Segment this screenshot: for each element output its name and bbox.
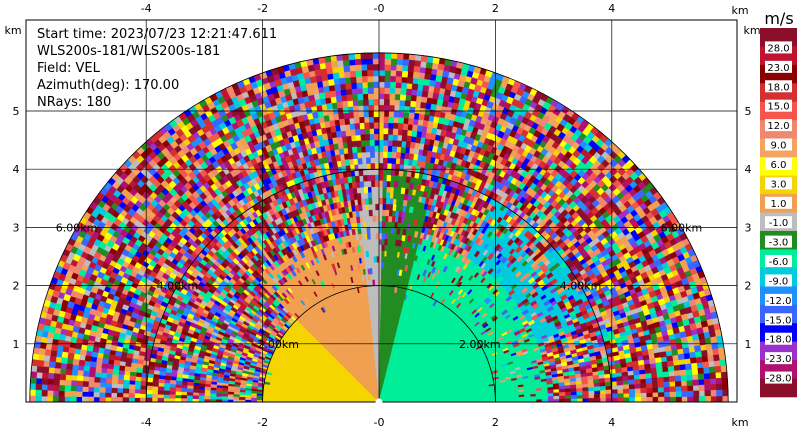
gate-layer-18 <box>33 52 723 399</box>
colorbar-label: -12.0 <box>766 296 792 307</box>
colorbar-label-bg <box>765 371 792 384</box>
x-tick-label-top: 4 <box>608 2 615 15</box>
y-tick-label-left: 4 <box>13 163 20 176</box>
colorbar-label-bg <box>765 274 792 287</box>
colorbar-label-bg <box>765 196 792 209</box>
range-ring-label: 4.00km <box>560 280 602 293</box>
colorbar-label-bg <box>765 313 792 326</box>
y-unit-right: km <box>743 24 760 37</box>
info-text: Start time: 2023/07/23 12:21:47.611 WLS2… <box>37 27 277 110</box>
colorbar-label-bg <box>765 216 792 229</box>
y-unit-left: km <box>4 24 21 37</box>
x-tick-label-top: -0 <box>374 2 385 15</box>
range-ring-label: 6.00km <box>56 221 98 234</box>
colorbar-label: -15.0 <box>766 315 792 326</box>
x-unit-top: km <box>731 4 748 17</box>
colorbar-label-bg <box>765 41 792 54</box>
nrays-value: NRays: 180 <box>37 95 111 110</box>
colorbar-label-bg <box>765 119 792 132</box>
range-ring-label: 2.00km <box>257 338 299 351</box>
colorbar-label: 28.0 <box>767 43 789 54</box>
colorbar-label-bg <box>765 235 792 248</box>
colorbar-label: -18.0 <box>766 335 792 346</box>
colorbar-label: 12.0 <box>767 121 789 132</box>
colorbar-label-bg <box>765 177 792 190</box>
x-tick-label-bottom: 4 <box>608 416 615 429</box>
colorbar-label: 15.0 <box>767 102 789 113</box>
colorbar-label: -1.0 <box>769 218 789 229</box>
start-time: Start time: 2023/07/23 12:21:47.611 <box>37 27 277 42</box>
y-tick-label-left: 5 <box>13 105 20 118</box>
y-tick-label-right: 5 <box>745 105 752 118</box>
colorbar-label-bg <box>765 332 792 345</box>
colorbar-label: -6.0 <box>769 257 789 268</box>
colorbar-label-bg <box>765 157 792 170</box>
y-tick-label-right: 4 <box>745 163 752 176</box>
instrument-name: WLS200s-181/WLS200s-181 <box>37 44 220 59</box>
x-tick-label-top: 2 <box>492 2 499 15</box>
x-unit-bottom: km <box>731 416 748 429</box>
colorbar-label-bg <box>765 60 792 73</box>
x-tick-label-bottom: -0 <box>374 416 385 429</box>
colorbar-label-bg <box>765 99 792 112</box>
y-tick-label-left: 2 <box>13 280 20 293</box>
plot-frame: -4 -4 -2 -2 -0 -0 2 2 4 4 1 1 2 2 3 3 4 4 5 5 km km km km <box>4 2 760 429</box>
range-ring-label: 4.00km <box>157 280 199 293</box>
range-ring-label: 6.00km <box>661 221 703 234</box>
y-tick-label-left: 3 <box>13 221 20 234</box>
colorbar-label-bg <box>765 80 792 93</box>
colorbar-label: -28.0 <box>766 374 792 385</box>
y-tick-label-right: 1 <box>745 338 752 351</box>
colorbar-label-bg <box>765 293 792 306</box>
x-tick-label-top: -4 <box>141 2 152 15</box>
x-tick-label-bottom: 2 <box>492 416 499 429</box>
y-tick-label-right: 2 <box>745 280 752 293</box>
colorbar-label-bg <box>765 352 792 365</box>
radar-origin <box>375 398 383 406</box>
x-tick-label-bottom: -4 <box>141 416 152 429</box>
colorbar-label: 23.0 <box>767 63 789 74</box>
x-tick-label-bottom: -2 <box>257 416 268 429</box>
colorbar-label: 6.0 <box>771 160 787 171</box>
colorbar-label: 9.0 <box>771 141 787 152</box>
y-tick-label-right: 3 <box>745 221 752 234</box>
colorbar-label: -9.0 <box>769 276 789 287</box>
x-tick-label-top: -2 <box>257 2 268 15</box>
colorbar-label: 3.0 <box>771 179 787 190</box>
azimuth-value: Azimuth(deg): 170.00 <box>37 78 179 93</box>
colorbar-label-bg <box>765 138 792 151</box>
field-name: Field: VEL <box>37 61 101 76</box>
colorbar-label: -23.0 <box>766 354 792 365</box>
y-tick-label-left: 1 <box>13 338 20 351</box>
colorbar-unit: m/s <box>764 9 793 28</box>
colorbar: 28.0 23.0 18.0 15.0 12.0 9.0 6.0 3.0 1.0 -1.0 -3.0… <box>760 9 797 398</box>
colorbar-label-bg <box>765 255 792 268</box>
colorbar-label: 18.0 <box>767 82 789 93</box>
colorbar-label: -3.0 <box>769 238 789 249</box>
colorbar-label: 1.0 <box>771 199 787 210</box>
range-ring-label: 2.00km <box>459 338 501 351</box>
